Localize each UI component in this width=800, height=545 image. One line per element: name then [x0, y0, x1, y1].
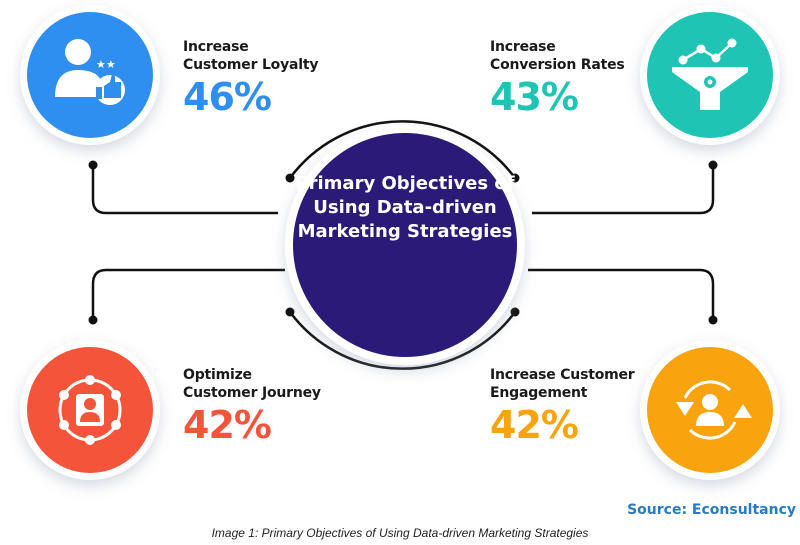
item-value: 43% — [490, 75, 579, 119]
item-engagement: Increase Customer Engagement 42% — [490, 366, 635, 446]
item-circle-loyalty: ★★ — [20, 5, 160, 145]
svg-text:★★: ★★ — [96, 58, 116, 71]
customer-loyalty-icon: ★★ — [55, 39, 125, 105]
center-title: Primary Objectives of Using Data-driven … — [295, 173, 515, 242]
item-label-line2: Conversion Rates — [490, 57, 625, 73]
item-value: 46% — [183, 75, 272, 119]
item-label-line2: Engagement — [490, 385, 588, 401]
item-label-line1: Increase Customer — [490, 367, 635, 383]
item-label-line2: Customer Journey — [183, 385, 321, 401]
item-label-line1: Optimize — [183, 367, 252, 383]
item-label-line1: Increase — [490, 39, 556, 55]
item-value: 42% — [490, 403, 579, 447]
connector-lines — [91, 120, 715, 370]
image-caption: Image 1: Primary Objectives of Using Dat… — [211, 526, 589, 540]
item-journey: Optimize Customer Journey 42% — [183, 366, 321, 446]
center-circle — [293, 133, 517, 357]
item-circle-engagement — [640, 340, 780, 480]
customer-engagement-icon — [676, 380, 752, 440]
item-value: 42% — [183, 403, 272, 447]
item-circle-journey — [20, 340, 160, 480]
conversion-funnel-icon — [672, 38, 748, 110]
item-label-line2: Customer Loyalty — [183, 57, 319, 73]
customer-journey-icon — [58, 375, 122, 445]
item-loyalty: Increase Customer Loyalty 46% — [183, 38, 318, 118]
source-credit: Source: Econsultancy — [627, 502, 796, 518]
item-label-line1: Increase — [183, 39, 249, 55]
item-circle-conversion — [640, 5, 780, 145]
item-conversion: Increase Conversion Rates 43% — [490, 38, 625, 118]
connector-dots — [88, 160, 718, 325]
